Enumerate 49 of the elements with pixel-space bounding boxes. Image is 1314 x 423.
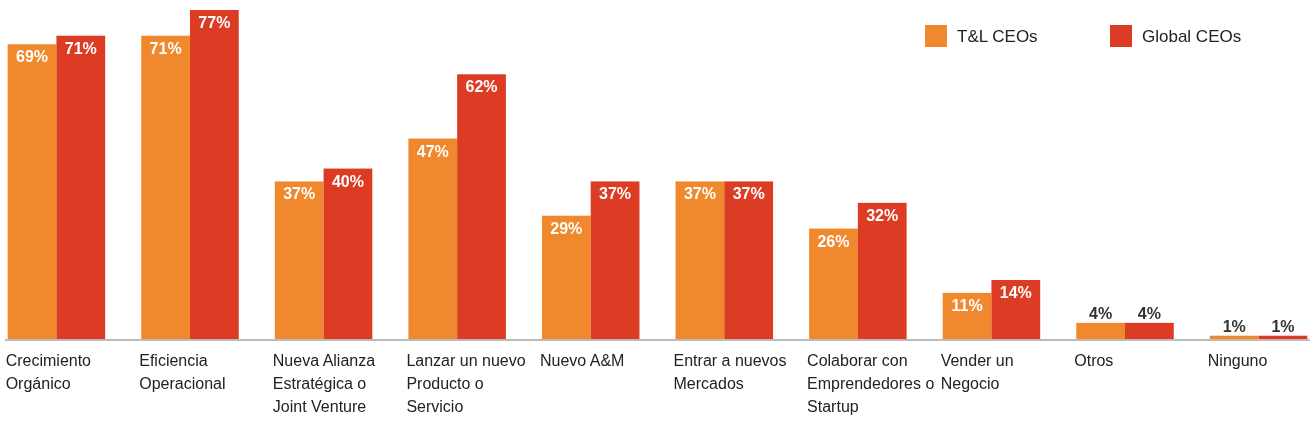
data-label: 11% <box>951 296 983 314</box>
data-label: 4% <box>1089 304 1113 322</box>
data-label: 62% <box>465 78 498 96</box>
data-label: 4% <box>1137 304 1161 322</box>
legend-label: Global CEOs <box>1142 27 1242 46</box>
x-tick-label: Eficiencia Operacional <box>139 352 226 392</box>
data-label: 32% <box>866 206 899 224</box>
x-tick-label: Otros <box>1074 352 1114 369</box>
bar <box>675 181 725 340</box>
bar <box>190 10 239 340</box>
data-label: 29% <box>550 219 583 237</box>
bar <box>991 280 1041 340</box>
bar <box>274 181 324 340</box>
x-tick-label: Crecimiento Orgánico <box>5 352 92 392</box>
x-tick-label: Vender un Negocio <box>940 352 1014 392</box>
data-label: 77% <box>198 14 231 31</box>
x-tick-label: Ninguno <box>1207 352 1268 369</box>
bar <box>724 181 774 340</box>
data-label: 37% <box>732 185 765 203</box>
legend-label: T&L CEOs <box>957 27 1038 46</box>
data-label: 37% <box>599 185 632 203</box>
data-label: 37% <box>683 185 716 203</box>
bar <box>1125 322 1174 340</box>
data-label: 71% <box>64 39 97 57</box>
data-label: 1% <box>1222 317 1246 335</box>
bar <box>857 202 907 340</box>
bar <box>408 138 458 340</box>
x-tick-label: Lanzar un nuevo Producto o Servicio <box>406 352 526 415</box>
x-tick-label: Colaborar con Emprendedores o Startup <box>807 352 935 415</box>
x-tick-label: Entrar a nuevos Mercados <box>673 352 787 392</box>
x-tick-label: Nuevo A&M <box>539 352 625 369</box>
data-label: 1% <box>1271 317 1295 335</box>
bar <box>457 74 506 340</box>
bar <box>809 228 858 340</box>
bar <box>541 215 591 340</box>
data-label: 69% <box>16 48 49 66</box>
data-label: 14% <box>999 284 1032 301</box>
bar <box>323 168 373 340</box>
bar <box>590 181 640 340</box>
data-label: 26% <box>817 232 850 250</box>
data-label: 37% <box>283 185 316 203</box>
bar <box>1076 322 1125 340</box>
bar <box>141 35 190 340</box>
bar <box>56 35 106 340</box>
bar <box>7 44 57 340</box>
data-label: 47% <box>416 142 449 160</box>
x-tick-label: Nueva Alianza Estratégica o Joint Venture <box>272 352 376 415</box>
data-label: 71% <box>149 39 182 57</box>
data-label: 40% <box>331 172 364 190</box>
